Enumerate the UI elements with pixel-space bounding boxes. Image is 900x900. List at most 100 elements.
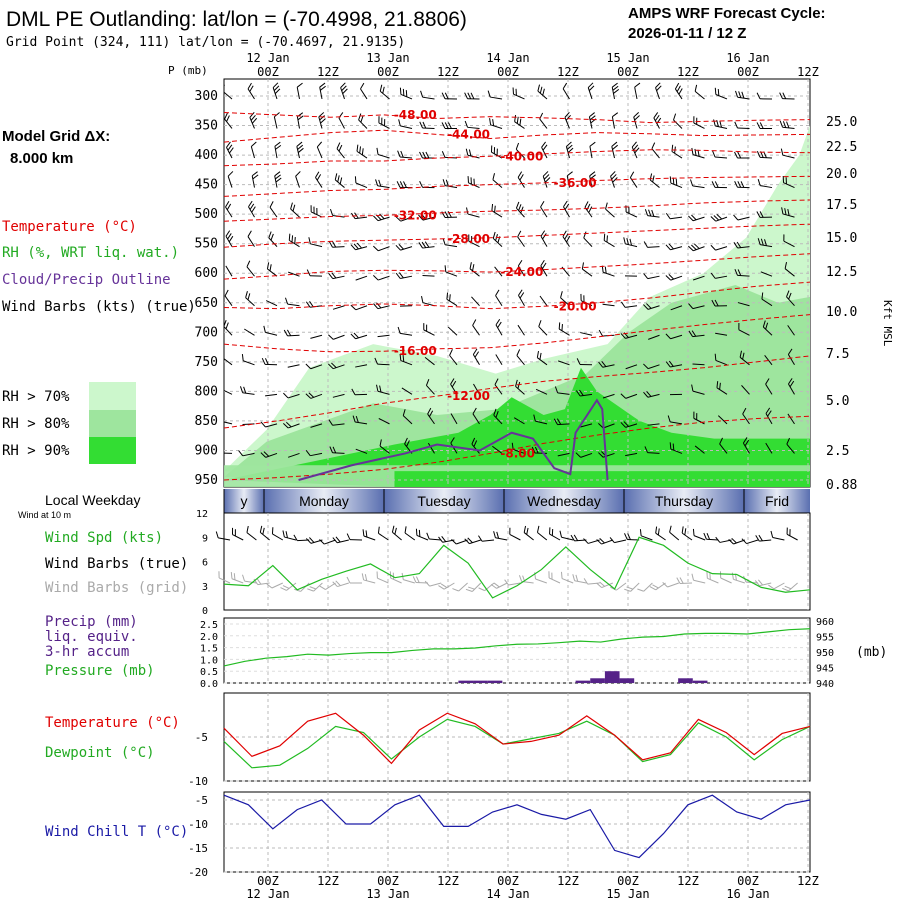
upper-wind-barb	[224, 388, 233, 395]
upper-wind-barb	[717, 415, 728, 425]
surface-wind-barb-grid	[280, 582, 297, 591]
upper-wind-barb	[450, 437, 458, 454]
surface-wind-barb-grid	[490, 582, 508, 589]
forecast-cycle-value: 2026-01-11 / 12 Z	[628, 25, 746, 42]
weekday-band: y Monday Tuesday Wednesday Thursday Frid	[223, 489, 810, 513]
upper-wind-barb	[765, 407, 773, 425]
upper-wind-barb	[450, 413, 458, 425]
grid-spacing-value: 8.000 km	[10, 150, 73, 167]
upper-wind-barb	[442, 238, 458, 248]
upper-wind-barb	[427, 442, 435, 454]
upper-wind-barb	[538, 320, 548, 336]
surface-wind-barb-grid	[412, 576, 429, 584]
upper-wind-barb	[710, 272, 728, 279]
wind-tick-label: 3	[202, 582, 208, 593]
upper-wind-barb	[756, 92, 773, 100]
upper-wind-barb	[466, 207, 480, 218]
upper-wind-barb	[688, 214, 705, 222]
height-tick-label: 5.0	[826, 394, 849, 409]
upper-wind-barb	[787, 348, 795, 366]
bottom-date-label: 14 Jan	[486, 887, 529, 900]
surface-wind-barb-grid	[676, 577, 693, 584]
upper-wind-barb	[283, 329, 300, 337]
rh-region-rh90	[224, 367, 810, 487]
upper-wind-barb	[315, 171, 323, 188]
surface-wind-barb-true	[770, 530, 785, 541]
upper-wind-barb	[225, 200, 233, 218]
precip-bar	[487, 680, 503, 683]
pressure-tick-label: 800	[195, 384, 218, 399]
upper-wind-barb	[598, 422, 615, 429]
upper-wind-barb	[690, 179, 705, 189]
surface-wind-barb-grid	[218, 571, 231, 584]
surface-wind-barb-grid	[706, 571, 719, 584]
surface-wind-barb-true	[271, 527, 284, 541]
upper-wind-barb	[493, 408, 503, 425]
upper-wind-barb	[647, 423, 660, 426]
upper-wind-barb	[446, 292, 458, 307]
upper-wind-barb	[786, 437, 795, 454]
temperature-contour	[224, 112, 810, 124]
surface-wind-barb-grid	[332, 580, 349, 588]
surface-wind-barb-true	[692, 528, 706, 541]
upper-wind-barb	[739, 350, 750, 366]
upper-wind-barb	[402, 409, 413, 425]
upper-wind-barb	[643, 363, 660, 370]
weekday-label: Monday	[299, 493, 349, 509]
cloud-outline	[298, 398, 609, 481]
upper-wind-barb	[558, 322, 570, 336]
upper-wind-barb	[354, 176, 368, 189]
upper-wind-barb	[472, 348, 480, 366]
surface-wind-barb-true	[681, 526, 693, 541]
rh70-label: RH > 70%	[2, 389, 70, 405]
upper-wind-barb	[780, 148, 795, 159]
upper-wind-barb	[713, 119, 728, 129]
upper-wind-barb	[711, 181, 728, 189]
upper-wind-barb	[305, 450, 323, 457]
upper-wind-barb	[540, 230, 548, 247]
dewpoint-line	[223, 718, 811, 769]
upper-wind-barb	[399, 87, 413, 100]
upper-wind-barb	[471, 296, 480, 307]
weekday-cell	[504, 489, 624, 513]
bottom-tick-label: 12Z	[797, 874, 819, 888]
pressure-tick-label: 750	[195, 355, 218, 370]
temperature-contour	[224, 281, 810, 310]
upper-wind-barb	[629, 171, 638, 188]
upper-wind-barb	[423, 323, 435, 336]
upper-wind-barb	[352, 415, 368, 425]
precip-ticks: 0.00.51.01.52.02.5	[200, 620, 218, 690]
surface-wind-barb-true	[493, 531, 508, 541]
upper-wind-barb	[332, 305, 345, 310]
upper-wind-barb	[310, 423, 323, 428]
weekday-cell	[744, 489, 810, 513]
upper-wind-barb	[450, 378, 458, 395]
upper-wind-barb	[419, 121, 435, 129]
upper-wind-barb	[472, 407, 480, 425]
upper-wind-barb	[464, 92, 480, 100]
surface-wind-barb-true	[415, 528, 429, 541]
pressure-tick-label: 940	[816, 679, 834, 690]
temperature-contours: -48.00 -44.00 -40.00 -36.00 -32.00 -28.00 -24.…	[224, 108, 810, 481]
upper-wind-barb	[542, 171, 551, 188]
upper-wind-barb	[714, 87, 728, 100]
upper-wind-barb	[625, 452, 638, 457]
upper-wind-barb	[535, 388, 548, 395]
upper-wind-barb	[738, 323, 750, 336]
upper-wind-barb	[395, 216, 413, 222]
top-tick-label: 12Z	[557, 65, 579, 79]
upper-wind-barb	[712, 150, 728, 159]
weekday-cell	[264, 489, 384, 513]
pressure-tick-label: 500	[195, 207, 218, 222]
upper-wind-barb	[781, 207, 795, 218]
rh80-label: RH > 80%	[2, 416, 70, 432]
pressure-tick-label: 650	[195, 296, 218, 311]
upper-wind-barb	[665, 333, 683, 340]
surface-wind-barb-true	[232, 527, 244, 541]
upper-wind-barb	[655, 82, 662, 100]
upper-wind-barb	[757, 238, 773, 248]
temperature-contour	[224, 199, 810, 222]
surface-wind-barb-true	[609, 537, 627, 544]
upper-wind-barb	[644, 446, 660, 454]
upper-wind-barb	[290, 202, 300, 218]
